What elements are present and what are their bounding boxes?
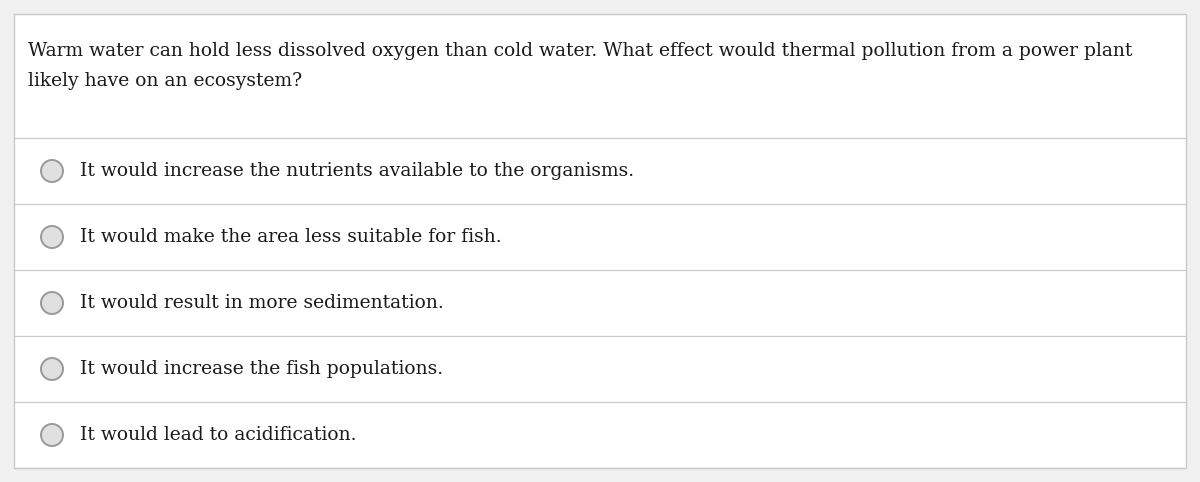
Text: It would make the area less suitable for fish.: It would make the area less suitable for… [80,228,502,246]
Circle shape [41,292,64,314]
Circle shape [41,358,64,380]
Text: likely have on an ecosystem?: likely have on an ecosystem? [28,72,302,90]
FancyBboxPatch shape [14,14,1186,468]
Text: Warm water can hold less dissolved oxygen than cold water. What effect would the: Warm water can hold less dissolved oxyge… [28,42,1133,60]
Text: It would increase the nutrients available to the organisms.: It would increase the nutrients availabl… [80,162,634,180]
Text: It would result in more sedimentation.: It would result in more sedimentation. [80,294,444,312]
Circle shape [41,424,64,446]
Text: It would lead to acidification.: It would lead to acidification. [80,426,356,444]
Circle shape [41,226,64,248]
Circle shape [41,160,64,182]
Text: It would increase the fish populations.: It would increase the fish populations. [80,360,443,378]
